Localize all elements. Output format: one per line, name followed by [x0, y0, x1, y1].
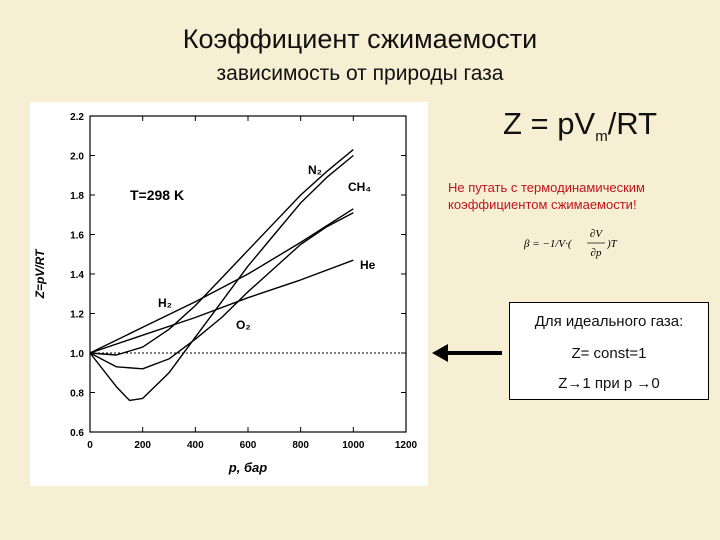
x-tick-label: 1000 [342, 440, 365, 451]
warning-line-2: коэффициентом сжимаемости! [448, 196, 637, 212]
series-label-he: He [360, 258, 376, 272]
y-tick-label: 1.2 [70, 310, 84, 321]
y-tick-label: 2.2 [70, 112, 84, 123]
formula-subscript: m [595, 128, 608, 146]
series-line-he [89, 259, 354, 354]
beta-formula-numerator: ∂V [590, 228, 603, 240]
series-label-o2: O₂ [236, 318, 251, 332]
formula-rhs: /RT [607, 106, 658, 141]
page-subtitle: зависимость от природы газа [216, 62, 504, 85]
series-line-n2 [89, 149, 354, 356]
formula-lhs: Z = pV [503, 106, 596, 141]
beta-formula-denominator: ∂p [591, 247, 602, 259]
compressibility-chart: 0 200 400 600 800 1000 1200 0.6 0.8 1.0 1.2 1.4 1.6 1… [33, 112, 418, 475]
series-line-o2 [89, 212, 354, 370]
series-label-h2: H₂ [158, 296, 172, 310]
x-tick-label: 1200 [395, 440, 418, 451]
series-label-n2: N₂ [308, 163, 322, 177]
beta-formula-lhs: β = −1/V·( [524, 238, 573, 250]
y-tick-label: 1.8 [70, 191, 84, 202]
y-tick-label: 1.0 [70, 349, 84, 360]
series-line-ch4 [89, 154, 354, 402]
series-label-ch4: CH₄ [348, 180, 371, 194]
y-tick-label: 0.6 [70, 428, 84, 439]
chart-panel: 0 200 400 600 800 1000 1200 0.6 0.8 1.0 1.2 1.4 1.6 1… [30, 102, 428, 486]
x-tick-label: 0 [87, 440, 93, 451]
y-tick-label: 0.8 [70, 389, 84, 400]
x-tick-label: 200 [134, 440, 151, 451]
ideal-box-title: Для идеального газа: [534, 313, 684, 330]
ideal-box-line-1: Z= const=1 [571, 345, 647, 362]
y-tick-label: 1.6 [70, 231, 84, 242]
y-tick-label: 1.4 [70, 270, 84, 281]
series-line-h2 [89, 208, 354, 354]
x-tick-label: 600 [240, 440, 257, 451]
warning-line-1: Не путать с термодинамическим [448, 180, 645, 195]
x-tick-label: 800 [292, 440, 309, 451]
warning-note: Не путать с термодинамическим коэффициен… [448, 180, 710, 214]
beta-formula: β = −1/V·( ∂V ∂p )T [524, 228, 618, 259]
ideal-box-line-2: Z→1 при p →0 [558, 375, 660, 392]
x-axis-label: p, бар [228, 460, 267, 475]
x-tick-label: 400 [187, 440, 204, 451]
ideal-gas-box: Для идеального газа: Z= const=1 Z→1 при … [509, 302, 709, 400]
temperature-annotation: T=298 K [130, 187, 184, 203]
y-tick-label: 2.0 [70, 152, 84, 163]
compressibility-formula: Z = pVm/RT [503, 106, 657, 145]
arrow-left-icon [432, 344, 502, 362]
page-title: Коэффициент сжимаемости [182, 24, 538, 54]
beta-formula-rhs: )T [606, 238, 618, 250]
y-axis-label: Z=pV/RT [33, 248, 47, 299]
